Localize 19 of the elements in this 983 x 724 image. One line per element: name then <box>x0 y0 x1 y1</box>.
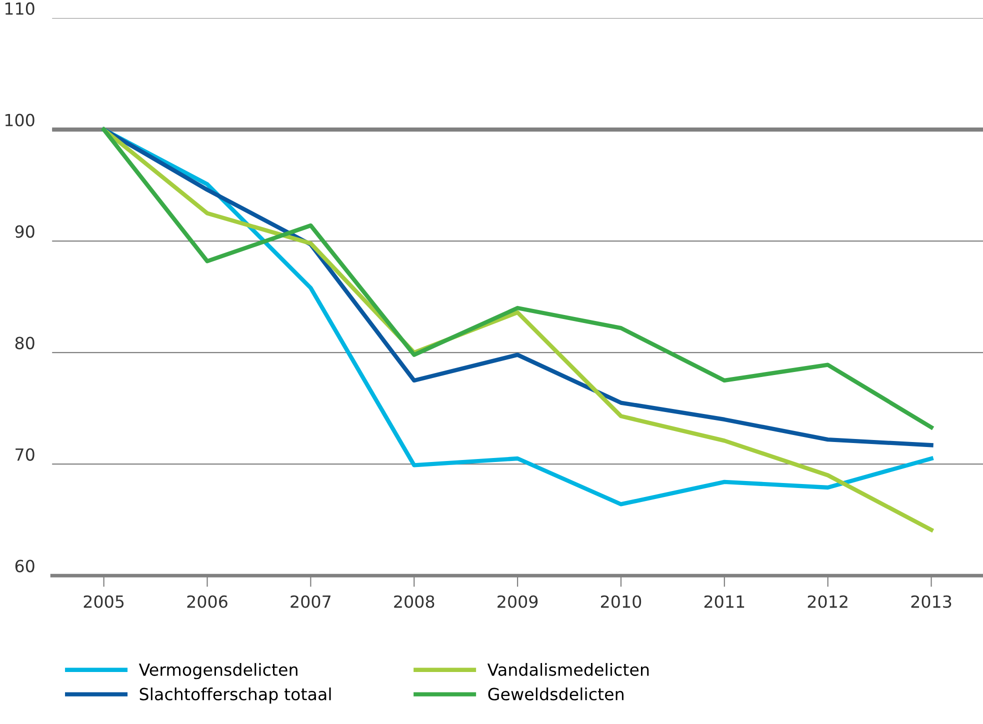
y-tick-label: 110 <box>5 2 34 15</box>
legend-label: Vermogensdelicten <box>138 663 298 680</box>
y-tick-label: 80 <box>15 336 34 350</box>
x-tick-label: 2012 <box>808 595 848 608</box>
legend-label: Geweldsdelicten <box>488 688 624 700</box>
x-tick-label: 2013 <box>911 595 952 608</box>
y-tick-label: 70 <box>16 448 34 461</box>
legend-label: Vandalismedelicten <box>487 663 649 676</box>
legend-label: Slachtofferschap totaal <box>140 688 331 704</box>
x-tick-label: 2006 <box>187 595 228 608</box>
x-tick-label: 2011 <box>704 595 744 608</box>
x-tick-label: 2009 <box>498 595 538 608</box>
x-tick-label: 2007 <box>290 595 330 608</box>
x-tick-label: 2010 <box>600 595 642 608</box>
y-tick-label: 60 <box>15 560 34 572</box>
x-tick-label: 2008 <box>394 595 434 608</box>
x-tick-label: 2005 <box>84 595 124 608</box>
y-tick-label: 100 <box>5 114 34 126</box>
y-tick-label: 90 <box>15 225 34 238</box>
